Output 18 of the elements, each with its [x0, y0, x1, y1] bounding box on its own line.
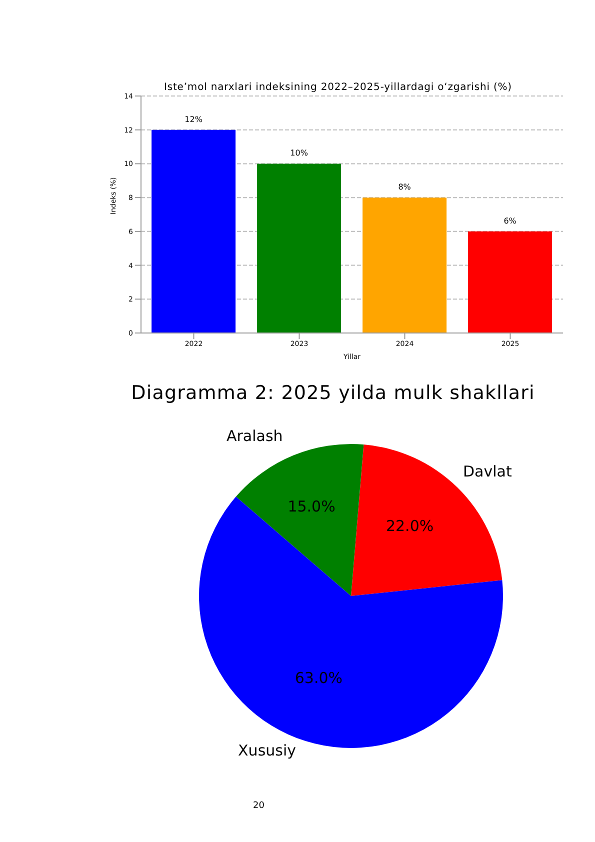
text: 20 [253, 801, 264, 811]
data-label: 12% [184, 114, 203, 124]
data-label: 15.0% [288, 498, 336, 516]
chart-title: Diagramma 2: 2025 yilda mulk shakllari [130, 382, 536, 404]
data-label: 6% [504, 216, 517, 226]
slice-label: Xususiy [238, 742, 296, 760]
bar [257, 164, 342, 333]
data-label: 8% [398, 182, 412, 192]
data-label: 22.0% [386, 516, 434, 535]
slice-label: Aralash [226, 427, 283, 446]
pie-slice [236, 444, 364, 596]
data-label: 63.0% [294, 669, 343, 688]
data-label: 10% [290, 148, 308, 158]
bar [468, 231, 552, 333]
slice-label: Davlat [462, 462, 512, 481]
bar [152, 130, 236, 333]
chart-title: Iste’mol narxlari indeksining 2022–2025-yillardagi o‘zgarishi (%) [163, 82, 513, 93]
bar [362, 198, 447, 333]
